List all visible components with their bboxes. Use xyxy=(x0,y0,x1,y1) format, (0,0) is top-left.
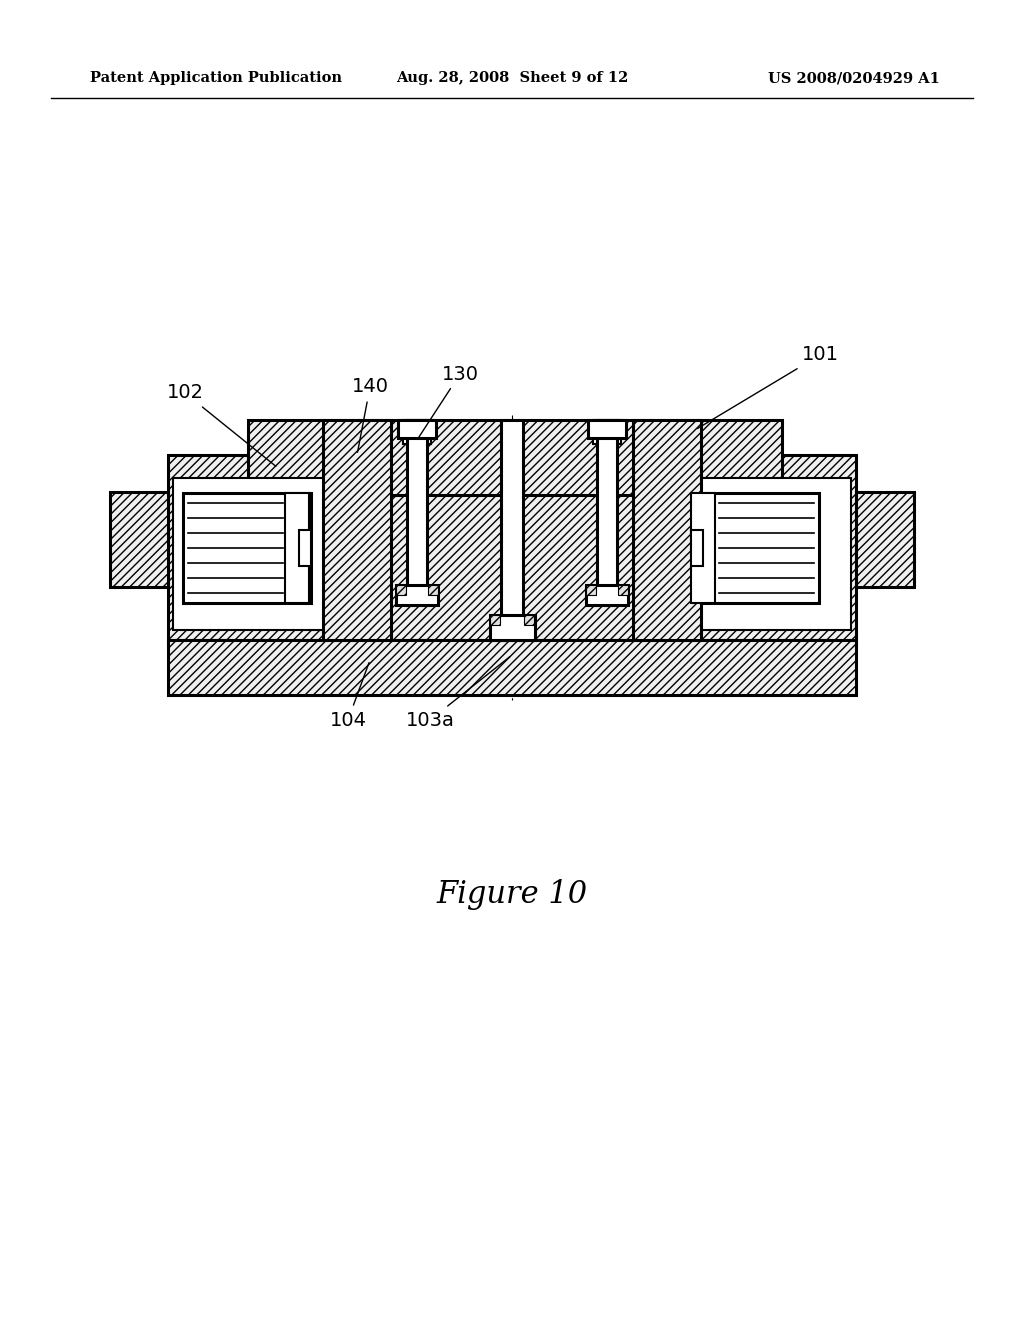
Bar xyxy=(609,422,618,434)
Bar xyxy=(633,420,701,640)
Text: Patent Application Publication: Patent Application Publication xyxy=(90,71,342,84)
Bar xyxy=(396,585,438,605)
Bar xyxy=(398,420,436,438)
Text: 101: 101 xyxy=(697,346,839,429)
Text: US 2008/0204929 A1: US 2008/0204929 A1 xyxy=(768,71,940,84)
Bar xyxy=(183,492,311,603)
Bar xyxy=(595,422,605,434)
Text: 140: 140 xyxy=(351,378,388,453)
Bar xyxy=(110,492,168,587)
Bar xyxy=(597,420,617,605)
Bar xyxy=(490,615,535,640)
Bar xyxy=(586,585,628,605)
Bar xyxy=(856,492,914,587)
Text: Aug. 28, 2008  Sheet 9 of 12: Aug. 28, 2008 Sheet 9 of 12 xyxy=(396,71,628,84)
Bar xyxy=(490,615,500,624)
Text: 102: 102 xyxy=(167,384,275,466)
Bar xyxy=(501,420,523,640)
Bar xyxy=(396,585,406,595)
Bar xyxy=(428,585,438,595)
Bar xyxy=(403,420,431,444)
Bar xyxy=(588,420,626,438)
Text: Figure 10: Figure 10 xyxy=(436,879,588,911)
Bar xyxy=(524,615,534,624)
Bar xyxy=(285,492,309,603)
Bar xyxy=(691,492,715,603)
Text: 130: 130 xyxy=(419,364,478,438)
Bar xyxy=(407,420,427,605)
Bar xyxy=(299,531,311,566)
Bar xyxy=(173,478,338,630)
Bar xyxy=(248,420,782,495)
Bar xyxy=(168,640,856,696)
Bar xyxy=(686,478,851,630)
Bar xyxy=(419,422,429,434)
Bar xyxy=(691,531,703,566)
Bar xyxy=(618,585,628,595)
Text: 104: 104 xyxy=(330,663,369,730)
Bar xyxy=(586,585,596,595)
Bar xyxy=(168,455,856,640)
Bar xyxy=(691,492,819,603)
Text: 103a: 103a xyxy=(406,657,510,730)
Bar xyxy=(593,420,621,444)
Bar xyxy=(406,422,415,434)
Bar xyxy=(323,420,391,640)
